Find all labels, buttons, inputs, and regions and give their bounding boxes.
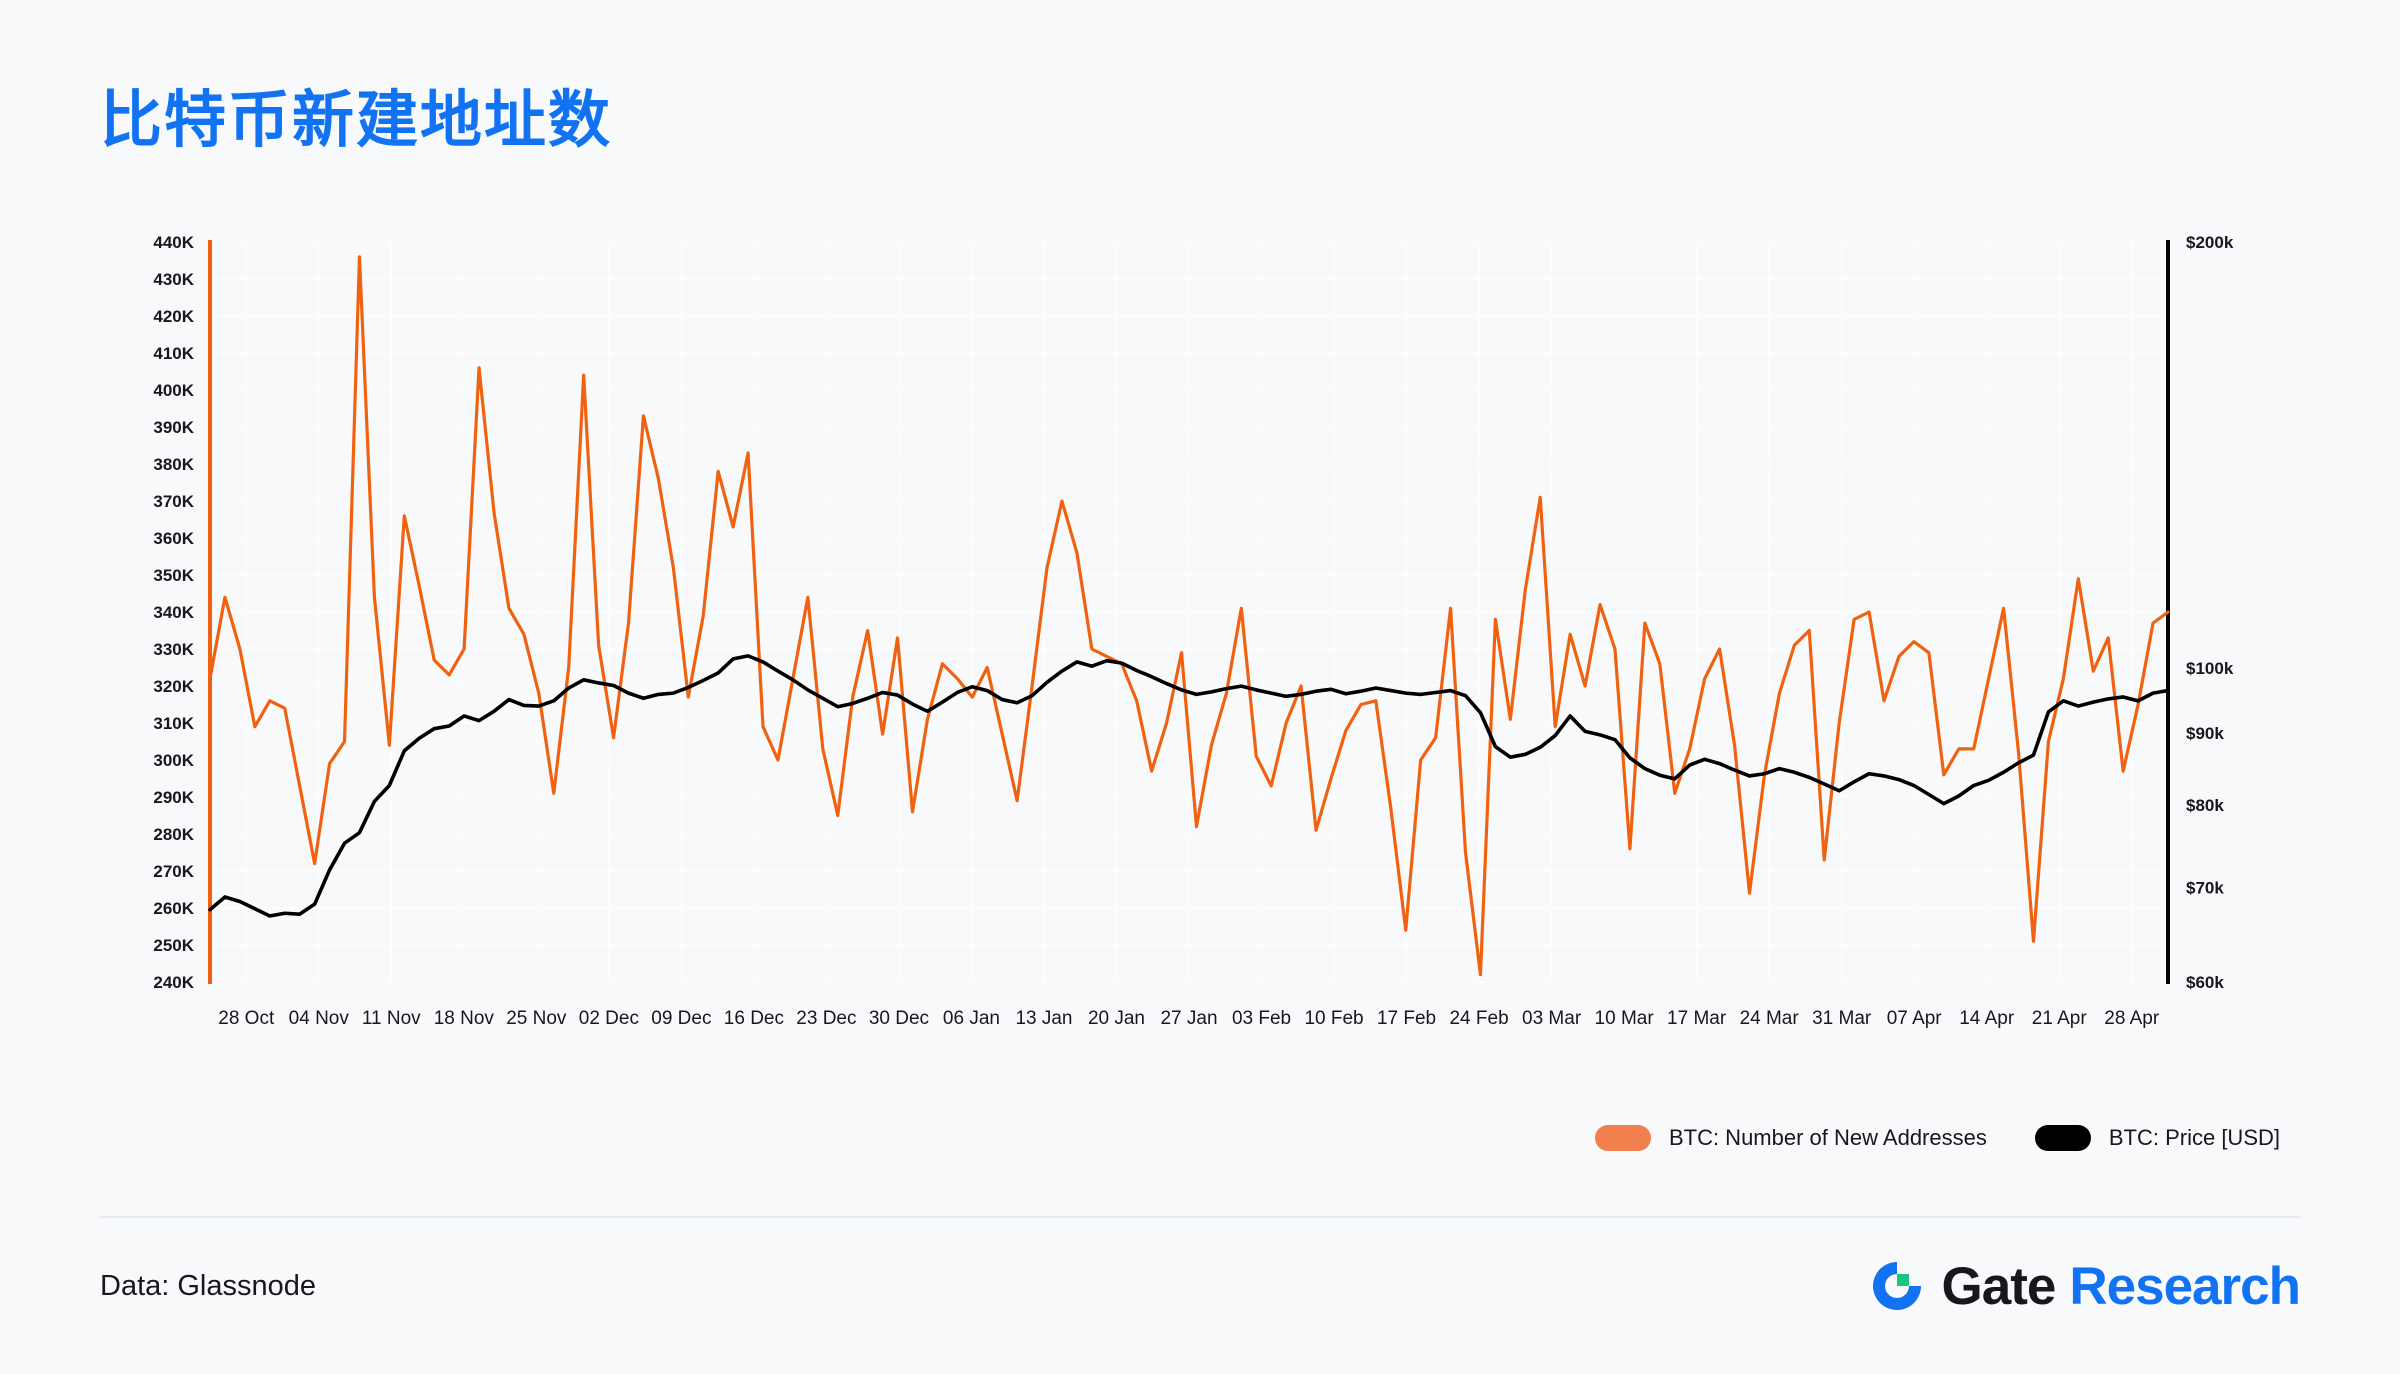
gate-logo-icon [1872,1262,1921,1310]
right-tick-$200k: $200k [2186,233,2234,252]
legend-swatch-orange [1594,1125,1651,1151]
x-tick-03-Mar: 03 Mar [1522,1008,1582,1029]
x-tick-31-Mar: 31 Mar [1812,1008,1872,1029]
left-tick-280K: 280K [153,825,194,844]
page-footer: Data: Glassnode Gate Research [0,1255,2400,1317]
x-tick-25-Nov: 25 Nov [506,1008,567,1029]
left-tick-300K: 300K [153,751,194,770]
x-tick-11-Nov: 11 Nov [362,1008,421,1029]
x-tick-28-Oct: 28 Oct [218,1008,275,1029]
left-tick-380K: 380K [153,455,194,474]
left-tick-240K: 240K [153,973,194,992]
x-tick-24-Mar: 24 Mar [1740,1008,1800,1029]
left-tick-250K: 250K [153,936,194,955]
left-tick-390K: 390K [153,418,194,437]
series-line-new-addresses [208,255,2170,977]
x-tick-23-Dec: 23 Dec [796,1008,856,1029]
right-tick-$60k: $60k [2186,973,2224,992]
data-source-label: Data: Glassnode [100,1269,317,1302]
right-tick-$80k: $80k [2186,796,2224,815]
gridlines [210,241,2168,983]
left-tick-410K: 410K [153,344,194,363]
legend-swatch-black [2034,1125,2091,1151]
footer-divider [100,1216,2300,1218]
x-tick-18-Nov: 18 Nov [434,1008,495,1029]
page-title: 比特币新建地址数 [100,86,613,155]
legend-label-price: BTC: Price [USD] [2108,1125,2280,1150]
x-tick-07-Apr: 07 Apr [1887,1008,1943,1029]
x-tick-30-Dec: 30 Dec [869,1008,929,1029]
x-tick-14-Apr: 14 Apr [1959,1008,2015,1029]
x-tick-04-Nov: 04 Nov [289,1008,350,1029]
right-tick-$100k: $100k [2186,659,2234,678]
legend-item-new-addresses[interactable]: BTC: Number of New Addresses [1594,1125,1987,1151]
series-line-price [208,654,2170,918]
dual-axis-line-chart: 440K 430K 420K 410K 400K 390K 380K 370K 360K 350K… [153,233,2234,1029]
brand-logo: Gate Research [1866,1255,2301,1317]
right-tick-$90k: $90k [2186,724,2224,743]
legend-item-price[interactable]: BTC: Price [USD] [2034,1125,2280,1151]
right-tick-$70k: $70k [2186,878,2224,897]
x-axis-tick-labels: 28 Oct 04 Nov 11 Nov 18 Nov 25 Nov 02 Dec 09 D… [218,1008,2160,1029]
left-axis-tick-labels: 440K 430K 420K 410K 400K 390K 380K 370K 360K 350K… [153,233,194,992]
x-tick-17-Mar: 17 Mar [1667,1008,1727,1029]
brand-name-research: Research [2069,1256,2301,1316]
left-tick-340K: 340K [153,603,194,622]
x-tick-17-Feb: 17 Feb [1377,1008,1436,1029]
x-tick-06-Jan: 06 Jan [943,1008,1000,1029]
left-tick-440K: 440K [153,233,194,252]
left-tick-320K: 320K [153,677,194,696]
x-tick-24-Feb: 24 Feb [1449,1008,1508,1029]
legend-label-new-addresses: BTC: Number of New Addresses [1668,1125,1987,1150]
x-tick-10-Mar: 10 Mar [1595,1008,1655,1029]
brand-name-gate: Gate [1941,1256,2057,1316]
left-tick-420K: 420K [153,307,194,326]
chart-container: 440K 430K 420K 410K 400K 390K 380K 370K 360K 350K… [0,230,2400,1100]
x-tick-27-Jan: 27 Jan [1160,1008,1217,1029]
left-tick-430K: 430K [153,270,194,289]
x-tick-09-Dec: 09 Dec [651,1008,711,1029]
x-tick-16-Dec: 16 Dec [724,1008,784,1029]
x-tick-13-Jan: 13 Jan [1015,1008,1072,1029]
x-tick-21-Apr: 21 Apr [2032,1008,2088,1029]
left-tick-370K: 370K [153,492,194,511]
left-tick-350K: 350K [153,566,194,585]
left-tick-330K: 330K [153,640,194,659]
left-tick-400K: 400K [153,381,194,400]
x-tick-20-Jan: 20 Jan [1088,1008,1145,1029]
left-tick-270K: 270K [153,862,194,881]
x-tick-28-Apr: 28 Apr [2104,1008,2160,1029]
chart-legend: BTC: Number of New Addresses BTC: Price … [0,1125,2400,1151]
left-tick-360K: 360K [153,529,194,548]
left-tick-260K: 260K [153,899,194,918]
right-axis-tick-labels: $200k $100k $90k $80k $70k $60k [2186,233,2234,992]
x-tick-10-Feb: 10 Feb [1304,1008,1363,1029]
left-tick-290K: 290K [153,788,194,807]
left-tick-310K: 310K [153,714,194,733]
x-tick-03-Feb: 03 Feb [1232,1008,1291,1029]
x-tick-02-Dec: 02 Dec [579,1008,639,1029]
